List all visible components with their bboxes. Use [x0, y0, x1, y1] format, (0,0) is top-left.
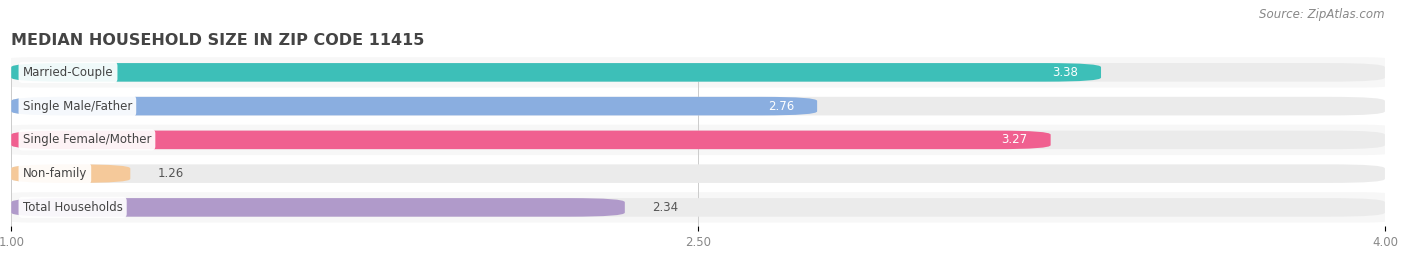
Text: 1.26: 1.26: [157, 167, 184, 180]
FancyBboxPatch shape: [7, 57, 1389, 87]
FancyBboxPatch shape: [7, 158, 1389, 189]
FancyBboxPatch shape: [11, 130, 1385, 149]
Text: MEDIAN HOUSEHOLD SIZE IN ZIP CODE 11415: MEDIAN HOUSEHOLD SIZE IN ZIP CODE 11415: [11, 33, 425, 48]
Text: 3.38: 3.38: [1052, 66, 1078, 79]
FancyBboxPatch shape: [7, 91, 1389, 121]
FancyBboxPatch shape: [11, 63, 1385, 82]
FancyBboxPatch shape: [11, 164, 131, 183]
FancyBboxPatch shape: [11, 198, 624, 217]
FancyBboxPatch shape: [11, 198, 1385, 217]
FancyBboxPatch shape: [11, 164, 1385, 183]
FancyBboxPatch shape: [11, 130, 1050, 149]
Text: 3.27: 3.27: [1001, 133, 1028, 146]
Text: Single Female/Mother: Single Female/Mother: [22, 133, 152, 146]
FancyBboxPatch shape: [7, 192, 1389, 222]
Text: Single Male/Father: Single Male/Father: [22, 100, 132, 113]
FancyBboxPatch shape: [11, 63, 1101, 82]
FancyBboxPatch shape: [7, 125, 1389, 155]
Text: Non-family: Non-family: [22, 167, 87, 180]
FancyBboxPatch shape: [11, 97, 1385, 115]
Text: 2.76: 2.76: [768, 100, 794, 113]
Text: Married-Couple: Married-Couple: [22, 66, 114, 79]
Text: Source: ZipAtlas.com: Source: ZipAtlas.com: [1260, 8, 1385, 21]
Text: 2.34: 2.34: [652, 201, 679, 214]
FancyBboxPatch shape: [11, 97, 817, 115]
Text: Total Households: Total Households: [22, 201, 122, 214]
